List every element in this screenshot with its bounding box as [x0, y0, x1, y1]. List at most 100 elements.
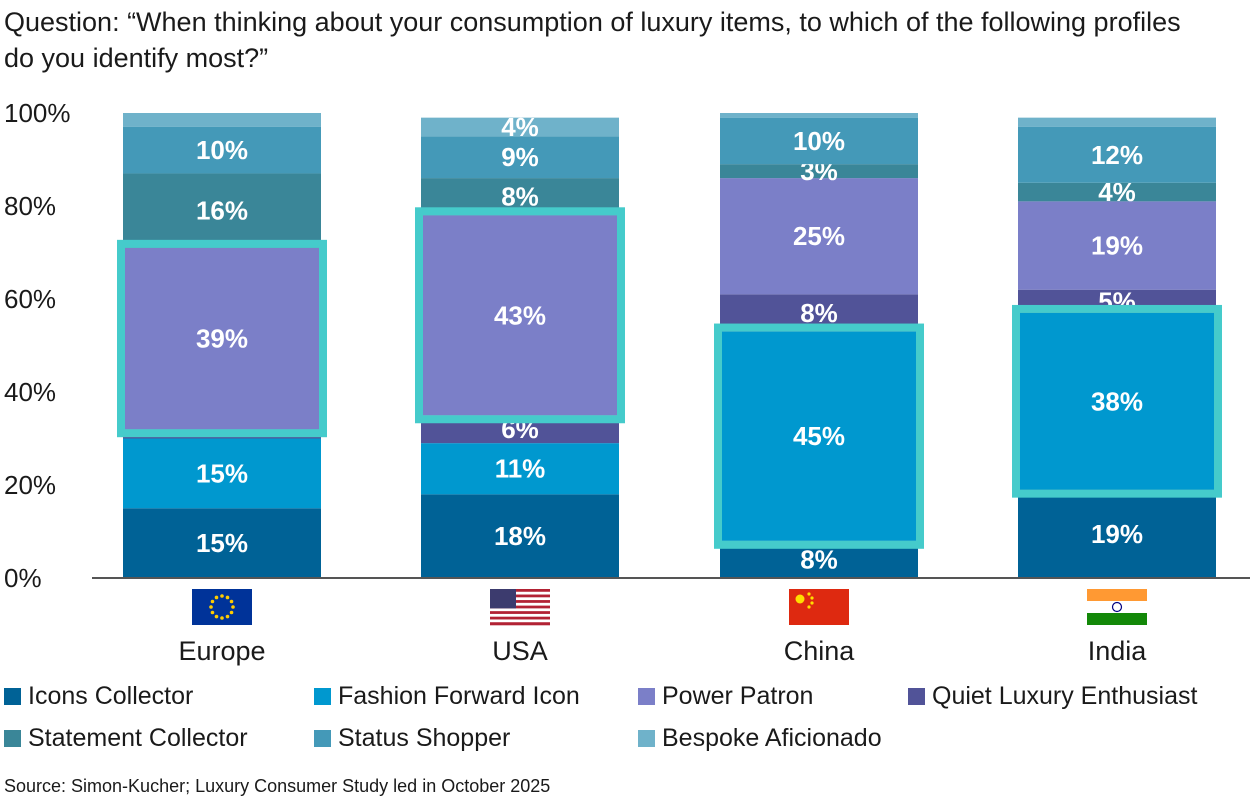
- data-label: 4%: [501, 112, 539, 142]
- flag-stripe: [490, 619, 550, 623]
- data-label: 8%: [800, 544, 838, 574]
- flag-star: [214, 614, 219, 619]
- flag-star: [220, 594, 224, 598]
- legend-swatch: [638, 730, 655, 747]
- bar-segment-icons-collector: [1018, 489, 1216, 578]
- bar-segment-fashion-forward-icon: [720, 331, 918, 541]
- data-label: 18%: [494, 521, 546, 551]
- legend-swatch: [638, 688, 655, 705]
- legend-label: Fashion Forward Icon: [338, 682, 580, 710]
- highlight-box: [415, 207, 625, 424]
- cn-flag-icon: [789, 589, 849, 625]
- flag-star: [214, 595, 219, 600]
- bar-segment-power-patron: [720, 178, 918, 295]
- bar-segment-status-shopper: [123, 126, 321, 174]
- data-label: 10%: [793, 126, 845, 156]
- legend-label: Power Patron: [662, 682, 814, 710]
- legend-item-fashion-forward-icon: Fashion Forward Icon: [314, 682, 580, 711]
- legend-item-status-shopper: Status Shopper: [314, 724, 510, 753]
- y-tick-label: 60%: [4, 284, 56, 314]
- bar-segment-power-patron: [123, 247, 321, 430]
- legend-swatch: [4, 730, 21, 747]
- data-label: 11%: [495, 454, 546, 484]
- bar-segment-bespoke-aficionado: [123, 113, 321, 127]
- flag-stripe: [490, 602, 550, 606]
- flag-stripe: [490, 608, 550, 612]
- bar-segment-status-shopper: [720, 117, 918, 165]
- legend-swatch: [314, 688, 331, 705]
- flag-stripe: [490, 589, 550, 593]
- bar-segment-status-shopper: [1018, 126, 1216, 183]
- legend-item-quiet-luxury-enthusiast: Quiet Luxury Enthusiast: [908, 682, 1197, 711]
- data-label: 19%: [1091, 231, 1143, 261]
- flag-star: [225, 614, 230, 619]
- x-category-label: Europe: [178, 636, 265, 666]
- flag-star: [807, 592, 811, 596]
- x-category-label: India: [1088, 636, 1148, 666]
- y-tick-label: 80%: [4, 191, 56, 221]
- data-label: 15%: [196, 458, 248, 488]
- bar-segment-bespoke-aficionado: [720, 113, 918, 118]
- flag-star: [210, 610, 215, 615]
- data-label: 16%: [196, 196, 248, 226]
- data-label: 25%: [793, 221, 845, 251]
- flag-star: [810, 596, 814, 600]
- flag-star: [210, 599, 215, 604]
- flag-star: [225, 595, 230, 600]
- data-label: 10%: [196, 135, 248, 165]
- highlight-box: [714, 323, 924, 549]
- flag-stripe: [490, 594, 550, 598]
- eu-flag-icon: [192, 589, 252, 625]
- flag-stripe: [490, 600, 550, 604]
- data-label: 39%: [196, 324, 248, 354]
- bar-segment-fashion-forward-icon: [421, 443, 619, 495]
- data-label: 19%: [1091, 519, 1143, 549]
- legend-item-bespoke-aficionado: Bespoke Aficionado: [638, 724, 882, 753]
- highlight-box: [1012, 304, 1222, 498]
- legend-label: Icons Collector: [28, 682, 194, 710]
- data-label: 45%: [793, 421, 845, 451]
- legend-swatch: [908, 688, 925, 705]
- flag-band: [1087, 589, 1147, 601]
- bar-segment-icons-collector: [421, 494, 619, 578]
- bar-segment-power-patron: [421, 215, 619, 416]
- bar-segment-statement-collector: [123, 173, 321, 248]
- flag-band: [1087, 613, 1147, 625]
- highlight-box: [117, 239, 327, 438]
- flag-star: [231, 605, 235, 609]
- data-label: 8%: [501, 182, 539, 212]
- legend: Icons Collector Fashion Forward Icon Pow…: [4, 682, 1250, 772]
- flag-stripe: [490, 597, 550, 601]
- x-category-label: China: [784, 636, 856, 666]
- flag-star: [807, 605, 811, 609]
- source-note: Source: Simon-Kucher; Luxury Consumer St…: [4, 776, 551, 796]
- flag-band: [1087, 601, 1147, 613]
- bar-segment-statement-collector: [1018, 182, 1216, 202]
- bar-segment-fashion-forward-icon: [123, 438, 321, 509]
- y-tick-label: 20%: [4, 470, 56, 500]
- legend-label: Status Shopper: [338, 724, 511, 752]
- flag-stripe: [490, 611, 550, 615]
- flag-field: [789, 589, 849, 625]
- bar-segment-bespoke-aficionado: [1018, 117, 1216, 127]
- flag-star: [795, 594, 805, 604]
- flag-stripe: [490, 613, 550, 617]
- us-flag-icon: [490, 589, 550, 626]
- bar-segment-fashion-forward-icon: [1018, 312, 1216, 490]
- data-label: 15%: [196, 528, 248, 558]
- legend-label: Bespoke Aficionado: [662, 724, 882, 752]
- legend-item-power-patron: Power Patron: [638, 682, 813, 711]
- bar-segment-power-patron: [1018, 201, 1216, 290]
- y-tick-label: 100%: [4, 98, 71, 128]
- bar-segment-statement-collector: [720, 164, 918, 179]
- flag-stripe: [490, 622, 550, 626]
- data-label: 38%: [1091, 386, 1143, 416]
- data-label: 9%: [501, 142, 539, 172]
- flag-stripe: [490, 591, 550, 595]
- flag-star: [810, 601, 814, 605]
- y-tick-label: 0%: [4, 563, 42, 593]
- flag-star: [229, 599, 234, 604]
- y-tick-label: 40%: [4, 377, 56, 407]
- stacked-bar-chart: 0% 20% 40% 60% 80% 100% 15% 15% 39% 16% 10% Europe 1…: [4, 98, 1250, 666]
- bar-segment-icons-collector: [123, 508, 321, 578]
